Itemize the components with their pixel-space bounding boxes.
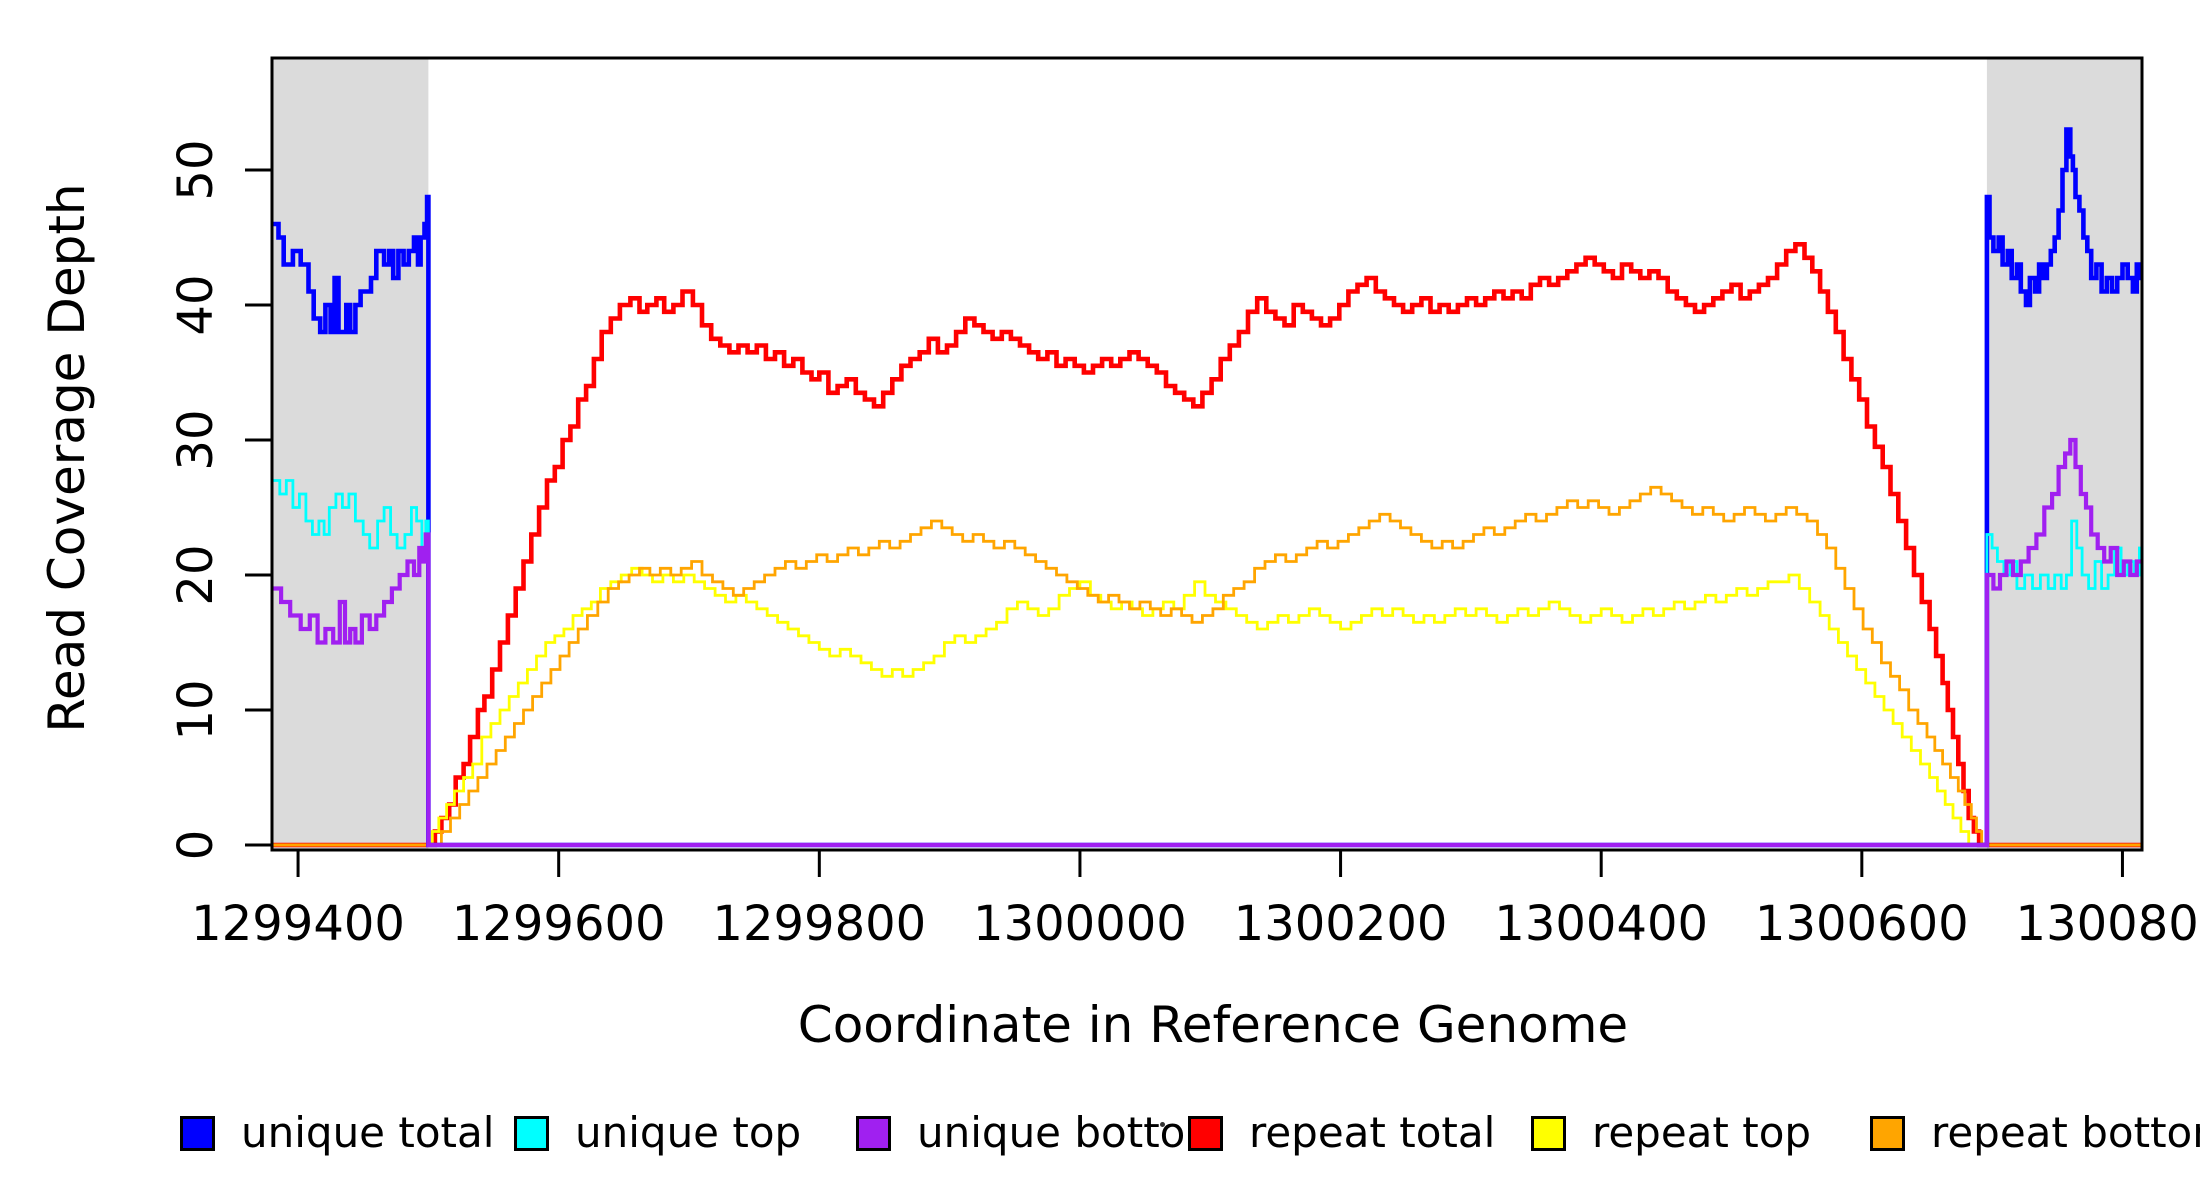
stray-dot-mark bbox=[1160, 1122, 1165, 1127]
y-axis-ticks: 0 10 20 30 40 50 bbox=[168, 140, 272, 861]
series-unique-bottom-line bbox=[272, 437, 2142, 848]
x-axis-ticks: 1299400 1299600 1299800 1300000 1300200 13004… bbox=[191, 850, 2200, 952]
legend-swatch-icon bbox=[1188, 1115, 1223, 1151]
y-tick-label: 30 bbox=[168, 409, 224, 470]
legend-swatch-icon bbox=[1870, 1115, 1905, 1151]
shaded-flank-region bbox=[272, 58, 429, 850]
plot-box bbox=[270, 56, 2144, 852]
x-tick-label: 1299400 bbox=[191, 896, 405, 952]
legend-swatch-icon bbox=[1531, 1115, 1566, 1151]
legend-item-repeat-top: repeat top bbox=[1531, 1112, 1811, 1154]
x-axis-title: Coordinate in Reference Genome bbox=[798, 996, 1628, 1054]
series-repeat-total-line bbox=[272, 242, 2142, 848]
y-tick-label: 20 bbox=[168, 544, 224, 605]
legend-item-unique-top: unique top bbox=[514, 1112, 801, 1154]
legend-item-repeat-bottom: repeat bottom bbox=[1870, 1112, 2200, 1154]
legend-label: unique top bbox=[575, 1108, 802, 1157]
legend-item-unique-bottom: unique bottom bbox=[856, 1112, 1226, 1154]
legend-label: unique bottom bbox=[917, 1108, 1227, 1157]
series-unique-total-line bbox=[272, 127, 2143, 848]
y-tick-label: 10 bbox=[168, 679, 224, 740]
x-tick-label: 1300600 bbox=[1755, 896, 1969, 952]
legend-label: unique total bbox=[241, 1108, 495, 1157]
y-tick-label: 50 bbox=[168, 140, 224, 201]
legend-swatch-icon bbox=[856, 1115, 891, 1151]
x-tick-label: 1299800 bbox=[712, 896, 926, 952]
series-lines bbox=[272, 127, 2143, 848]
y-axis-title: Read Coverage Depth bbox=[38, 183, 96, 732]
legend-item-repeat-total: repeat total bbox=[1188, 1112, 1495, 1154]
x-tick-label: 1300200 bbox=[1234, 896, 1448, 952]
legend-swatch-icon bbox=[514, 1115, 549, 1151]
legend-label: repeat top bbox=[1592, 1108, 1812, 1157]
legend-item-unique-total: unique total bbox=[180, 1112, 494, 1154]
legend-swatch-icon bbox=[180, 1115, 215, 1151]
x-tick-label: 1299600 bbox=[452, 896, 666, 952]
series-repeat-top-line bbox=[272, 566, 2142, 847]
x-tick-label: 1300400 bbox=[1494, 896, 1708, 952]
series-unique-top-line bbox=[272, 479, 2142, 847]
shaded-regions bbox=[272, 58, 2142, 850]
legend-label: repeat total bbox=[1249, 1108, 1496, 1157]
y-tick-label: 40 bbox=[168, 274, 224, 335]
legend-label: repeat bottom bbox=[1931, 1108, 2200, 1157]
y-tick-label: 0 bbox=[168, 830, 224, 861]
x-tick-label: 1300000 bbox=[973, 896, 1187, 952]
series-repeat-bottom-line bbox=[272, 485, 2142, 847]
